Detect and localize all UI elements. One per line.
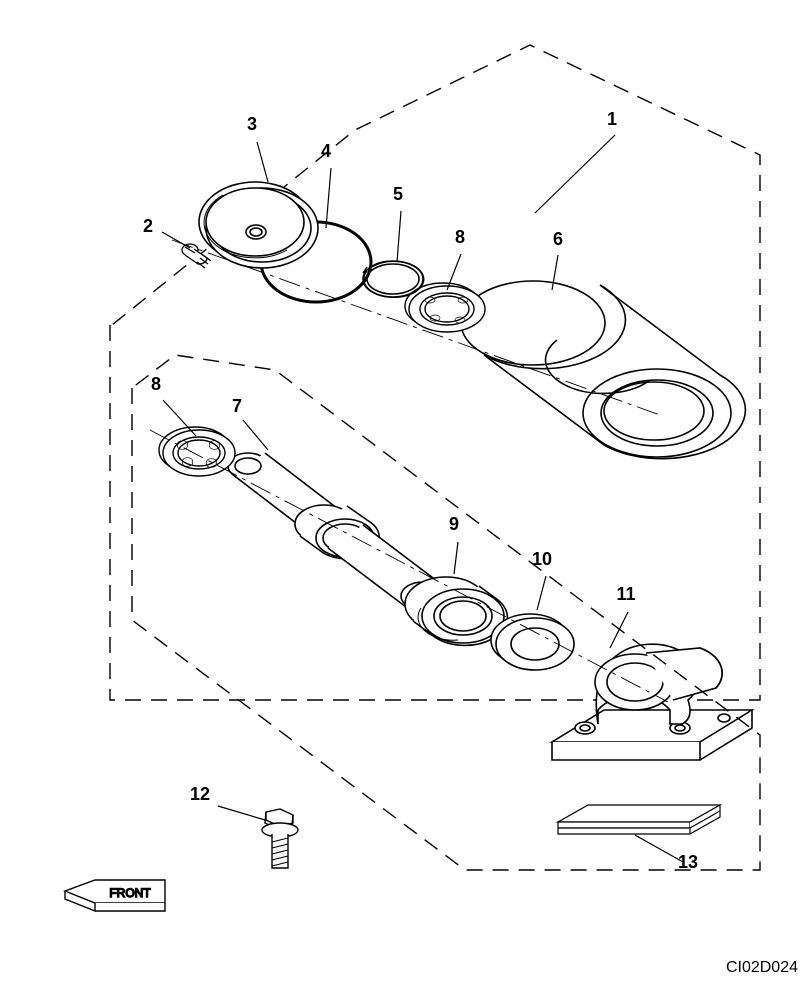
callout-8a: 8 <box>455 227 465 247</box>
callout-12: 12 <box>190 784 210 804</box>
callout-9: 9 <box>449 514 459 534</box>
front-label: FRONT <box>109 886 151 900</box>
callout-2: 2 <box>143 216 153 236</box>
drawing-reference-id: CI02D024 <box>726 959 798 976</box>
callout-11: 11 <box>616 584 635 604</box>
part-12-bolt <box>262 809 298 868</box>
shim-stack <box>558 805 720 834</box>
callout-10: 10 <box>532 549 552 569</box>
callout-7: 7 <box>232 396 242 416</box>
part-6-shell <box>461 281 745 459</box>
front-direction-indicator: FRONT <box>65 880 165 911</box>
part-10-seal <box>491 614 574 670</box>
callout-13: 13 <box>678 852 698 872</box>
callout-5: 5 <box>393 184 403 204</box>
callout-4: 4 <box>321 141 331 161</box>
callout-6: 6 <box>553 229 563 249</box>
part-2-screw <box>182 244 211 268</box>
parts-diagram: FRONT 1 2 3 4 5 6 7 8 8 9 10 <box>0 0 808 1000</box>
callout-1: 1 <box>607 109 617 129</box>
part-11-support <box>552 644 752 760</box>
callout-3: 3 <box>247 114 257 134</box>
callout-8b: 8 <box>151 374 161 394</box>
part-3-cap <box>199 182 318 268</box>
